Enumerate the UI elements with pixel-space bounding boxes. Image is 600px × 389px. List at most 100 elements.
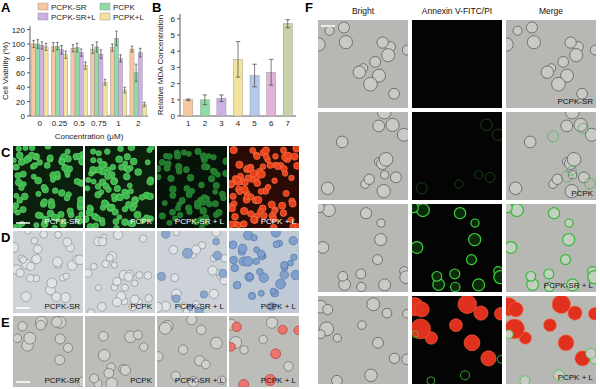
error-cap: [139, 56, 141, 57]
y-tick-label: 2: [171, 80, 176, 89]
bar: [40, 45, 44, 116]
cell: [55, 355, 65, 365]
error-cap: [186, 99, 191, 100]
cell: [40, 231, 48, 238]
micrograph: [412, 296, 502, 384]
cell: [414, 302, 429, 317]
panel-label: C: [1, 145, 11, 160]
cell: [29, 152, 35, 158]
cell: [181, 150, 187, 156]
error-bar: [84, 62, 86, 69]
cell: [544, 319, 557, 332]
cell: [98, 302, 107, 311]
cell: [450, 319, 463, 332]
error-cap: [203, 104, 208, 105]
error-bar: [269, 59, 274, 85]
error-cap: [60, 54, 62, 55]
error-bar: [45, 43, 47, 50]
bar: [83, 66, 87, 116]
cell: [475, 171, 483, 179]
cell: [229, 205, 235, 211]
cell: [201, 360, 210, 369]
scale-bar: [16, 222, 30, 224]
error-stem: [65, 51, 66, 58]
cell: [586, 348, 596, 358]
cell: [35, 212, 42, 219]
cell: [257, 250, 264, 257]
error-bar: [32, 40, 34, 47]
error-cap: [119, 54, 121, 55]
cell: [240, 207, 248, 215]
y-tick-label: 5: [171, 31, 176, 40]
cell: [213, 189, 218, 194]
error-bar: [64, 51, 66, 58]
cell: [574, 118, 587, 131]
cell: [91, 179, 96, 184]
cell: [212, 231, 221, 237]
y-tick: [177, 99, 180, 100]
cell: [52, 317, 62, 327]
legend-label: PCPK-SR: [51, 3, 87, 12]
y-tick-label: 0: [171, 112, 176, 121]
error-bar: [119, 55, 121, 62]
y-tick-label: 0: [21, 112, 26, 121]
bar: [138, 53, 142, 116]
error-cap: [91, 44, 93, 45]
cell: [318, 330, 325, 339]
cell: [265, 184, 271, 190]
legend-label: PCPK-SR+L: [51, 13, 96, 22]
bar: [79, 53, 83, 116]
cell: [159, 213, 165, 219]
y-tick-label: 120: [12, 26, 26, 35]
cell: [563, 234, 575, 246]
cell: [565, 37, 576, 48]
cell: [111, 193, 117, 199]
cell: [127, 183, 132, 188]
bar: [55, 46, 59, 116]
cell: [175, 205, 180, 210]
micrograph: [85, 146, 155, 228]
cell: [74, 178, 80, 184]
cell: [389, 88, 400, 99]
cell: [230, 193, 236, 199]
cell: [178, 345, 187, 354]
cell: [541, 66, 553, 78]
y-tick: [27, 72, 30, 73]
error-stem: [131, 46, 132, 52]
cell: [187, 316, 197, 325]
image-label: PCPK-SR + L: [544, 281, 594, 290]
y-tick-label: 6: [171, 15, 176, 24]
cell: [99, 190, 104, 195]
cell: [18, 322, 27, 331]
image-background: [85, 231, 155, 313]
error-cap: [45, 50, 47, 51]
cell: [120, 365, 130, 375]
cell: [267, 162, 273, 168]
column-header: Annexin V-FITC/PI: [422, 6, 492, 16]
cell: [206, 201, 212, 207]
cell: [336, 136, 348, 148]
cell: [270, 288, 276, 294]
cell: [63, 238, 72, 247]
cell: [79, 158, 83, 165]
legend: PCPK-SRPCPKPCPK-SR+LPCPK+L: [38, 3, 144, 22]
cell: [118, 146, 124, 152]
micrograph: [157, 316, 227, 387]
cell: [232, 322, 241, 331]
cell: [63, 273, 69, 279]
cell: [289, 236, 298, 245]
cell: [578, 123, 588, 133]
error-bar: [115, 31, 117, 45]
cell: [27, 262, 35, 270]
image-background: [229, 231, 299, 313]
cell: [377, 37, 388, 48]
cell: [145, 294, 153, 302]
cell: [200, 153, 207, 160]
x-tick-label: 1: [116, 119, 121, 128]
cell: [202, 196, 208, 202]
cell: [273, 241, 280, 248]
error-cap: [72, 51, 74, 52]
error-stem: [72, 45, 73, 52]
cell: [427, 377, 435, 384]
cell: [44, 162, 50, 168]
